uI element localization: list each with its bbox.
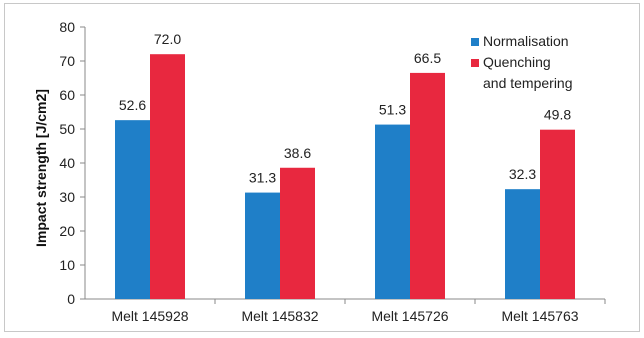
- x-tick-label: Melt 145763: [501, 308, 578, 324]
- y-tick-label: 80: [59, 19, 75, 35]
- bars: 52.6 72.0 31.3 38.6 51.3 66.5 32.3 49.8: [115, 31, 575, 300]
- bar-chart: Impact strength [J/cm2] 0 10 20 30 40 50 60 70 8…: [33, 19, 606, 324]
- bar: [410, 72, 445, 300]
- y-tick-label: 70: [59, 53, 75, 69]
- legend: Normalisation Quenching and tempering: [471, 33, 573, 91]
- x-tick-label: Melt 145832: [241, 308, 318, 324]
- legend-swatch: [471, 38, 479, 46]
- bar: [115, 120, 150, 299]
- y-tick-label: 0: [67, 291, 75, 307]
- bar: [280, 167, 315, 299]
- data-label: 49.8: [544, 107, 571, 123]
- data-label: 51.3: [379, 102, 406, 118]
- data-label: 31.3: [249, 170, 276, 186]
- data-label: 38.6: [284, 145, 311, 161]
- legend-label: Normalisation: [483, 33, 569, 49]
- bar: [245, 192, 280, 299]
- legend-label: and tempering: [483, 75, 573, 91]
- y-tick-label: 40: [59, 155, 75, 171]
- y-tick-label: 10: [59, 257, 75, 273]
- data-label: 32.3: [509, 166, 536, 182]
- y-tick-label: 20: [59, 223, 75, 239]
- x-tick-label: Melt 145928: [111, 308, 188, 324]
- y-axis-label: Impact strength [J/cm2]: [33, 89, 49, 247]
- x-axis: Melt 145928 Melt 145832 Melt 145726 Melt 14…: [85, 298, 606, 324]
- data-label: 66.5: [414, 50, 441, 66]
- legend-label: Quenching: [483, 54, 551, 70]
- bar: [540, 129, 575, 299]
- bar: [505, 189, 540, 299]
- y-tick-label: 50: [59, 121, 75, 137]
- chart-frame: Impact strength [J/cm2] 0 10 20 30 40 50 60 70 8…: [4, 3, 640, 332]
- data-label: 72.0: [154, 31, 181, 47]
- bar: [375, 124, 410, 299]
- y-axis: 0 10 20 30 40 50 60 70 80: [59, 19, 86, 307]
- x-tick-label: Melt 145726: [371, 308, 448, 324]
- bar: [150, 54, 185, 300]
- data-label: 52.6: [119, 97, 146, 113]
- y-tick-label: 60: [59, 87, 75, 103]
- legend-swatch: [471, 59, 479, 67]
- y-tick-label: 30: [59, 189, 75, 205]
